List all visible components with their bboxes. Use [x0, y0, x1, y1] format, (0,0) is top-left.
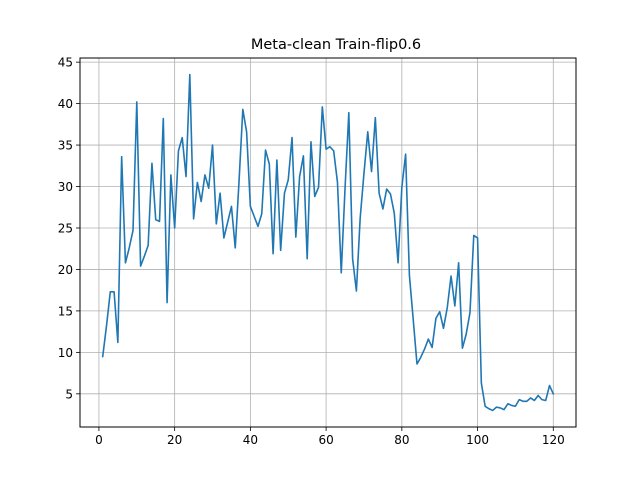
y-tick-label: 25 — [58, 221, 73, 235]
x-tick-label: 20 — [167, 433, 182, 447]
plot-frame — [79, 57, 577, 428]
chart-title: Meta-clean Train-flip0.6 — [251, 37, 421, 53]
x-tick-label: 0 — [95, 433, 103, 447]
y-tick-label: 40 — [58, 97, 73, 111]
y-tick-label: 30 — [58, 180, 73, 194]
x-tick-label: 40 — [243, 433, 258, 447]
y-tick-label: 20 — [58, 263, 73, 277]
y-tick-label: 10 — [58, 346, 73, 360]
y-tick-label: 35 — [58, 139, 73, 153]
y-tick-label: 15 — [58, 304, 73, 318]
y-tick-label: 5 — [65, 387, 73, 401]
x-tick-label: 80 — [394, 433, 409, 447]
x-axis: 0 20 40 60 80 100 120 — [95, 427, 565, 447]
series-line — [101, 73, 555, 412]
y-tick-label: 45 — [58, 56, 73, 70]
series-layer — [101, 73, 555, 412]
x-tick-label: 60 — [318, 433, 333, 447]
x-tick-label: 100 — [466, 433, 489, 447]
x-tick-label: 120 — [542, 433, 565, 447]
y-axis: 5 10 15 20 25 30 35 40 45 — [58, 56, 80, 401]
